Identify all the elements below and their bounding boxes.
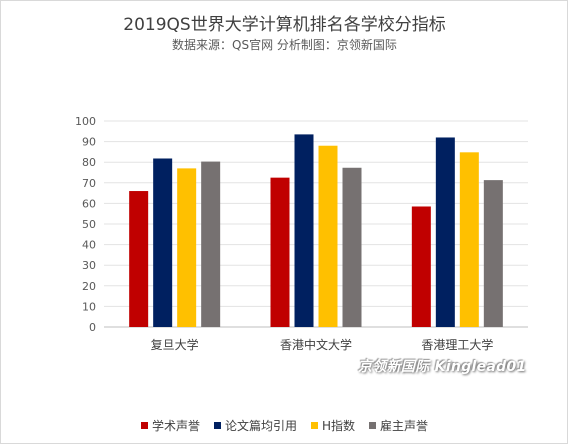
- bar: [342, 167, 362, 327]
- chart-subtitle: 数据来源：QS官网 分析制图：京领新国际: [172, 38, 397, 52]
- bar: [294, 134, 314, 327]
- legend-label: 论文篇均引用: [224, 419, 297, 433]
- legend-item: H指数: [310, 417, 356, 434]
- legend-swatch: [213, 422, 221, 429]
- legend-item: 论文篇均引用: [213, 417, 297, 434]
- x-category-label: 复旦大学: [151, 337, 199, 352]
- bar: [153, 158, 173, 327]
- gridlines: [104, 120, 528, 328]
- x-axis-labels: 复旦大学 香港中文大学 香港理工大学: [151, 337, 494, 352]
- bar: [177, 168, 197, 327]
- y-tick-label: 0: [89, 321, 96, 334]
- legend-label: H指数: [321, 419, 356, 433]
- bar: [435, 137, 455, 327]
- y-tick-label: 50: [82, 218, 96, 231]
- x-category-label: 香港中文大学: [280, 337, 352, 352]
- y-tick-label: 20: [82, 280, 96, 293]
- y-tick-label: 80: [82, 156, 96, 169]
- chart-legend: 学术声誉 论文篇均引用 H指数 雇主声誉: [0, 417, 569, 434]
- x-category-label: 香港理工大学: [421, 337, 493, 352]
- y-axis-ticks: 0 10 20 30 40 50 60 70 80 90 100: [75, 115, 96, 334]
- y-tick-label: 90: [82, 136, 96, 149]
- bar: [459, 152, 479, 327]
- bar: [318, 145, 338, 327]
- legend-label: 雇主声誉: [380, 419, 429, 433]
- bars: [129, 134, 503, 327]
- y-tick-label: 100: [75, 115, 96, 128]
- y-tick-label: 60: [82, 197, 96, 210]
- legend-swatch: [140, 422, 148, 429]
- y-tick-label: 40: [82, 239, 96, 252]
- bar: [483, 180, 503, 327]
- y-tick-label: 70: [82, 177, 96, 190]
- bar: [129, 191, 149, 327]
- y-tick-label: 10: [82, 300, 96, 313]
- watermark-text: 京领新国际 Kinglead01: [358, 359, 527, 375]
- chart-title: 2019QS世界大学计算机排名各学校分指标: [123, 15, 446, 35]
- legend-item: 雇主声誉: [369, 417, 428, 434]
- bar: [201, 161, 221, 327]
- bar: [270, 177, 290, 327]
- legend-label: 学术声誉: [151, 419, 200, 433]
- legend-item: 学术声誉: [140, 417, 200, 434]
- bar: [411, 206, 431, 327]
- legend-swatch: [369, 422, 377, 429]
- legend-swatch: [310, 422, 318, 429]
- y-tick-label: 30: [82, 259, 96, 272]
